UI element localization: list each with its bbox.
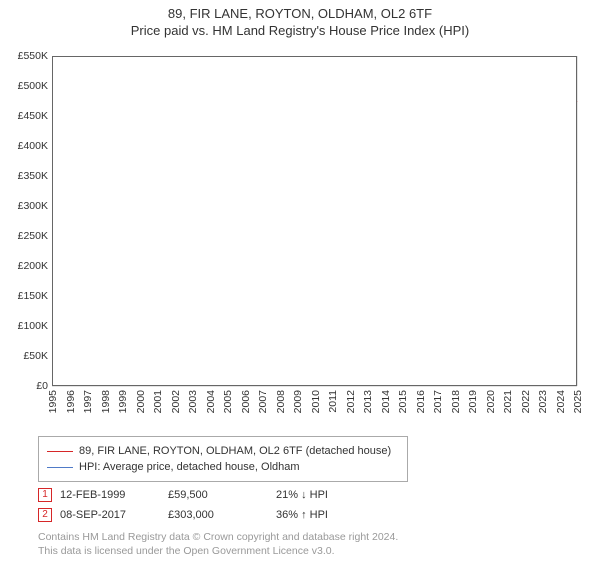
sale-price: £303,000 <box>168 509 268 521</box>
sale-price: £59,500 <box>168 489 268 501</box>
sale-delta: 21% ↓ HPI <box>276 489 376 501</box>
sale-date: 12-FEB-1999 <box>60 489 160 501</box>
chart-container: 89, FIR LANE, ROYTON, OLDHAM, OL2 6TF Pr… <box>0 6 600 38</box>
sale-date: 08-SEP-2017 <box>60 509 160 521</box>
legend-row: 89, FIR LANE, ROYTON, OLDHAM, OL2 6TF (d… <box>47 443 399 459</box>
legend-label-2: HPI: Average price, detached house, Oldh… <box>79 459 300 475</box>
legend-swatch-2 <box>47 467 73 468</box>
sale-row: 2 08-SEP-2017 £303,000 36% ↑ HPI <box>38 508 578 522</box>
footer-line-1: Contains HM Land Registry data © Crown c… <box>38 530 578 544</box>
legend-row: HPI: Average price, detached house, Oldh… <box>47 459 399 475</box>
below-chart: 89, FIR LANE, ROYTON, OLDHAM, OL2 6TF (d… <box>38 436 578 558</box>
sale-delta: 36% ↑ HPI <box>276 509 376 521</box>
legend-label-1: 89, FIR LANE, ROYTON, OLDHAM, OL2 6TF (d… <box>79 443 391 459</box>
sale-row: 1 12-FEB-1999 £59,500 21% ↓ HPI <box>38 488 578 502</box>
footer-line-2: This data is licensed under the Open Gov… <box>38 544 578 558</box>
legend-box: 89, FIR LANE, ROYTON, OLDHAM, OL2 6TF (d… <box>38 436 408 482</box>
legend-swatch-1 <box>47 451 73 452</box>
footer-text: Contains HM Land Registry data © Crown c… <box>38 530 578 558</box>
sale-marker-1: 1 <box>38 488 52 502</box>
sale-marker-2: 2 <box>38 508 52 522</box>
